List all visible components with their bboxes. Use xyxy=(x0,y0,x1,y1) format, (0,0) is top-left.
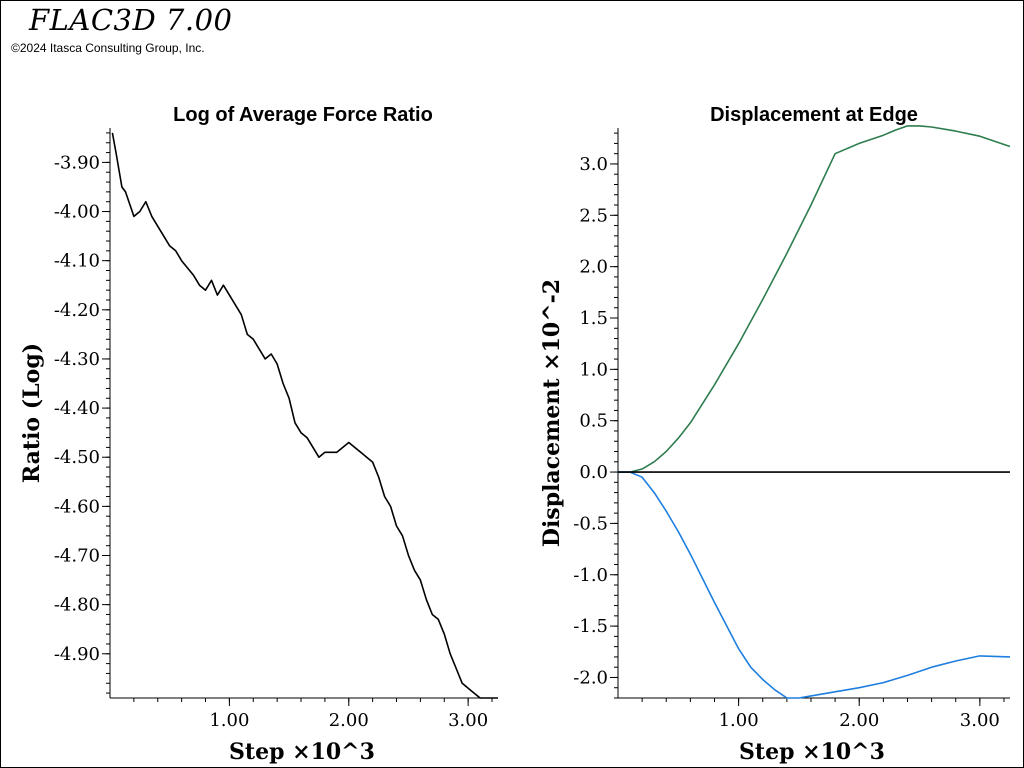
y-tick-label: 0.5 xyxy=(579,411,608,432)
y-axis-title: Ratio (Log) xyxy=(19,343,45,483)
x-tick-label: 1.00 xyxy=(209,710,249,731)
y-tick-label: -0.5 xyxy=(573,513,608,534)
y-tick-label: -4.30 xyxy=(54,349,100,370)
chart-title: Log of Average Force Ratio xyxy=(173,104,433,126)
y-tick-label: -4.90 xyxy=(54,644,100,665)
x-tick-label: 2.00 xyxy=(839,710,879,731)
chart-title: Displacement at Edge xyxy=(710,104,918,126)
chart-2: Displacement at Edge 3.0 2.5 2.0 1.5 1.0 0.5 0.… xyxy=(539,104,1011,765)
y-tick-label: -1.0 xyxy=(573,565,608,586)
y-tick-label: -1.5 xyxy=(573,616,608,637)
x-axis-title: Step ×10^3 xyxy=(739,739,885,765)
copyright-notice: ©2024 Itasca Consulting Group, Inc. xyxy=(11,41,205,55)
series-line-1 xyxy=(111,132,498,699)
y-tick-label: -4.70 xyxy=(54,546,100,567)
y-tick-label: -4.20 xyxy=(54,300,100,321)
y-tick-label: -4.00 xyxy=(54,202,100,223)
y-tick-label: -2.0 xyxy=(573,667,608,688)
y-tick-label: -4.80 xyxy=(54,595,100,616)
series-line-1 xyxy=(618,125,1011,473)
series-line-2 xyxy=(618,471,1011,699)
y-axis-title: Displacement ×10^-2 xyxy=(539,279,565,547)
app-title: FLAC3D 7.00 xyxy=(29,3,233,37)
y-tick-label: 2.5 xyxy=(579,205,608,226)
x-tick-label: 3.00 xyxy=(960,710,1000,731)
y-tick-label: 1.0 xyxy=(579,359,608,380)
y-tick-label: -3.90 xyxy=(54,152,100,173)
y-tick-label: 3.0 xyxy=(579,154,608,175)
y-tick-label: -4.40 xyxy=(54,398,100,419)
y-tick-label: -4.10 xyxy=(54,251,100,272)
y-tick-label: -4.50 xyxy=(54,447,100,468)
x-tick-label: 2.00 xyxy=(329,710,369,731)
y-tick-label: -4.60 xyxy=(54,496,100,517)
y-tick-label: 0.0 xyxy=(579,462,608,483)
x-tick-label: 3.00 xyxy=(448,710,488,731)
chart-1: Log of Average Force Ratio -3.90 -4.00 -4.1… xyxy=(19,104,498,765)
y-tick-label: 2.0 xyxy=(579,257,608,278)
x-axis-title: Step ×10^3 xyxy=(229,739,375,765)
x-tick-label: 1.00 xyxy=(719,710,759,731)
y-tick-label: 1.5 xyxy=(579,308,608,329)
